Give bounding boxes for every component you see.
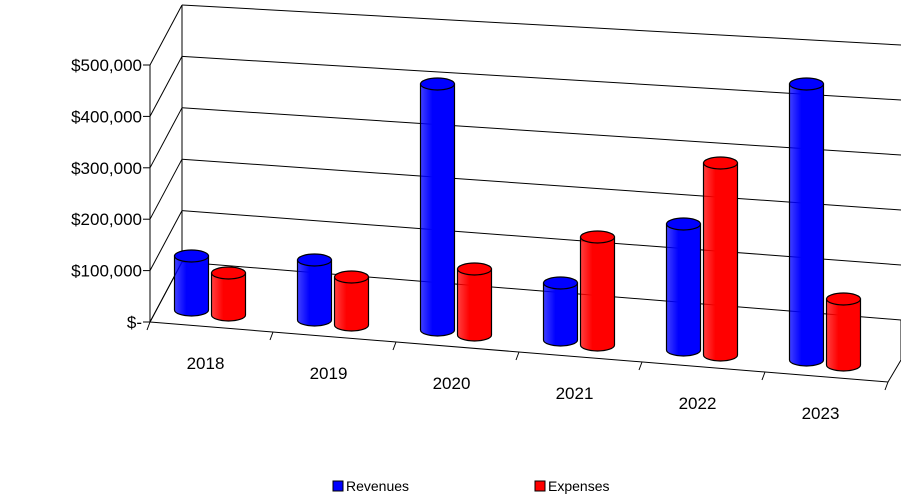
floor-edge xyxy=(149,320,901,383)
bar-expenses-2019 xyxy=(333,270,370,332)
legend-item-revenues: Revenues xyxy=(332,478,409,494)
bar-expenses-2022 xyxy=(702,156,739,362)
y-tick-label: $500,000 xyxy=(71,56,142,75)
x-tick-mark xyxy=(515,351,520,361)
y-tick-label: $400,000 xyxy=(71,107,142,126)
y-axis: $- $100,000 $200,000 $300,000 $400,000 $500,0… xyxy=(71,56,151,332)
bar-expenses-2023 xyxy=(825,292,862,372)
bar-expenses-2021 xyxy=(579,230,616,352)
gridlines xyxy=(149,4,901,323)
x-tick-label: 2020 xyxy=(433,374,471,393)
legend-item-expenses: Expenses xyxy=(534,478,609,494)
legend-swatch xyxy=(534,480,546,492)
bar-revenues-2020 xyxy=(419,77,456,337)
bar-revenues-2019 xyxy=(296,253,333,327)
gridline xyxy=(181,107,901,156)
y-tick-label: $200,000 xyxy=(71,210,142,229)
x-tick-mark xyxy=(269,331,274,341)
left-wall-gridline xyxy=(149,4,183,66)
y-tick-label: $- xyxy=(127,313,142,332)
left-wall-gridline xyxy=(149,210,183,271)
left-wall-gridline xyxy=(149,107,183,169)
x-tick-mark xyxy=(638,361,643,371)
legend-swatch xyxy=(332,480,344,492)
x-tick-label: 2019 xyxy=(310,364,348,383)
gridline xyxy=(181,158,901,211)
bar-revenues-2023 xyxy=(788,77,825,367)
legend: Revenues Expenses xyxy=(332,478,609,494)
x-tick-label: 2021 xyxy=(556,384,594,403)
x-axis: 2018 2019 2020 2021 2022 2023 xyxy=(146,321,889,423)
gridline xyxy=(181,4,901,46)
x-tick-mark xyxy=(761,371,766,381)
bars xyxy=(173,77,862,372)
legend-label: Expenses xyxy=(548,478,609,494)
x-tick-mark xyxy=(884,381,889,391)
left-wall-gridline xyxy=(149,158,183,220)
gridline xyxy=(181,210,901,266)
bar-expenses-2018 xyxy=(210,266,247,322)
bar-revenues-2022 xyxy=(665,217,702,357)
bar-revenues-2018 xyxy=(173,249,210,317)
x-tick-label: 2023 xyxy=(802,404,840,423)
gridline xyxy=(181,55,901,101)
y-tick-label: $300,000 xyxy=(71,159,142,178)
x-tick-mark xyxy=(392,341,397,351)
x-tick-label: 2018 xyxy=(187,354,225,373)
left-wall-gridline xyxy=(149,56,183,117)
legend-label: Revenues xyxy=(346,478,409,494)
bar-expenses-2020 xyxy=(456,262,493,342)
x-tick-label: 2022 xyxy=(679,394,717,413)
y-tick-label: $100,000 xyxy=(71,262,142,281)
x-tick-mark xyxy=(146,321,151,331)
bar-revenues-2021 xyxy=(542,276,579,347)
